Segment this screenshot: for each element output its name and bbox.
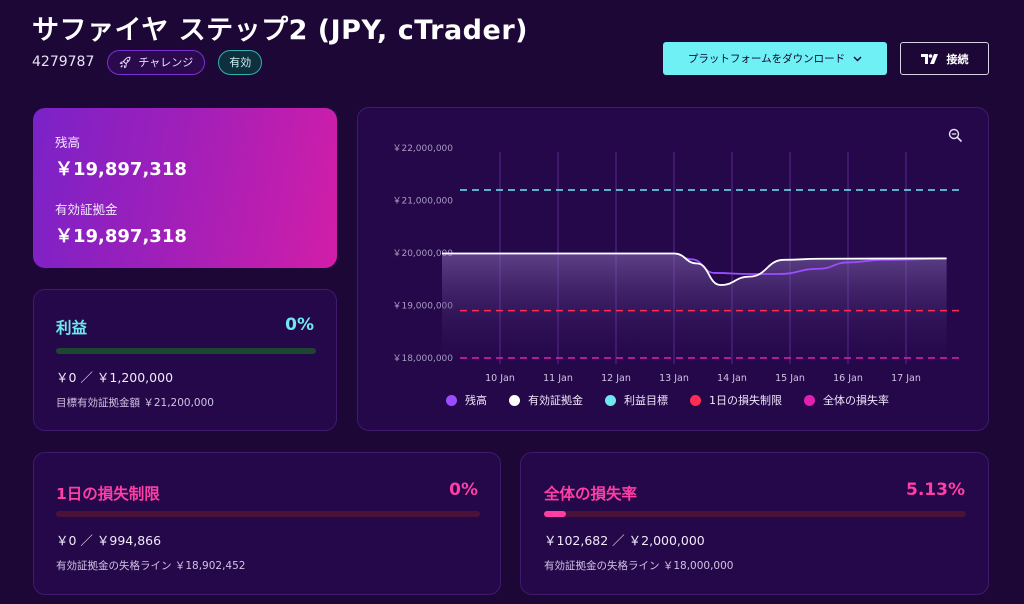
x-tick-label: 16 Jan	[833, 373, 863, 384]
equity-label: 有効証拠金	[55, 202, 118, 217]
legend-dot-icon	[509, 394, 520, 406]
y-tick-label: ￥18,000,000	[392, 354, 453, 364]
daily-loss-percent: 0%	[449, 480, 478, 500]
profit-target-text: 目標有効証拠金額 ￥21,200,000	[56, 397, 214, 409]
profit-title: 利益	[56, 319, 88, 337]
download-platform-label: プラットフォームをダウンロード	[687, 53, 846, 65]
legend-label: 有効証拠金	[528, 394, 583, 407]
status-badge: 有効	[218, 49, 263, 75]
balance-card: 残高 ￥19,897,318 有効証拠金 ￥19,897,318	[33, 108, 337, 268]
equity-area	[442, 253, 947, 358]
daily-loss-card: 1日の損失制限 0% ￥0 ／ ￥994,866 有効証拠金の失格ライン ￥18…	[33, 452, 501, 595]
connect-label: 接続	[946, 52, 969, 66]
legend-item[interactable]: 全体の損失率	[804, 392, 889, 408]
x-tick-label: 10 Jan	[485, 373, 515, 384]
tradingview-icon	[920, 53, 938, 64]
total-loss-progress-bar	[544, 511, 966, 517]
x-tick-label: 15 Jan	[775, 373, 805, 384]
legend-label: 利益目標	[624, 394, 668, 407]
chart-legend: 残高 有効証拠金 利益目標 1日の損失制限 全体の損失率	[446, 392, 889, 408]
legend-item[interactable]: 利益目標	[605, 392, 668, 408]
total-loss-progress-fill	[544, 511, 566, 517]
profit-amount: ￥0 ／ ￥1,200,000	[56, 370, 174, 385]
equity-value: ￥19,897,318	[55, 226, 187, 247]
daily-loss-progress-bar	[56, 511, 480, 517]
x-tick-label: 13 Jan	[659, 373, 689, 384]
legend-item[interactable]: 1日の損失制限	[690, 392, 782, 408]
legend-item[interactable]: 残高	[446, 392, 487, 408]
profit-card: 利益 0% ￥0 ／ ￥1,200,000 目標有効証拠金額 ￥21,200,0…	[33, 289, 337, 431]
x-tick-label: 11 Jan	[543, 373, 573, 384]
legend-dot-icon	[605, 394, 616, 406]
y-tick-label: ￥19,000,000	[392, 302, 453, 312]
legend-label: 残高	[465, 394, 487, 407]
account-row: 4279787 チャレンジ 有効	[32, 49, 263, 75]
download-platform-button[interactable]: プラットフォームをダウンロード	[663, 42, 887, 75]
y-tick-label: ￥20,000,000	[392, 249, 453, 259]
balance-label: 残高	[55, 135, 81, 150]
y-tick-label: ￥22,000,000	[392, 144, 453, 154]
daily-loss-limit-text: 有効証拠金の失格ライン ￥18,902,452	[56, 560, 246, 572]
page-title: サファイヤ ステップ2 (JPY, cTrader)	[32, 15, 528, 46]
total-loss-limit-text: 有効証拠金の失格ライン ￥18,000,000	[544, 560, 734, 572]
total-loss-title: 全体の損失率	[544, 485, 638, 503]
connect-button[interactable]: 接続	[900, 42, 989, 75]
series-line	[442, 252, 947, 286]
x-tick-label: 14 Jan	[717, 373, 747, 384]
equity-chart: ￥22,000,000 ￥21,000,000 ￥20,000,000 ￥19,000…	[392, 144, 962, 384]
y-tick-label: ￥21,000,000	[392, 197, 453, 207]
chevron-down-icon	[853, 56, 862, 61]
total-loss-amount: ￥102,682 ／ ￥2,000,000	[544, 533, 705, 548]
total-loss-percent: 5.13%	[906, 480, 965, 500]
profit-progress-bar	[56, 348, 316, 354]
balance-value: ￥19,897,318	[55, 159, 187, 180]
account-id: 4279787	[32, 54, 95, 70]
daily-loss-title: 1日の損失制限	[56, 485, 160, 503]
legend-dot-icon	[446, 394, 457, 406]
legend-dot-icon	[804, 394, 815, 406]
legend-label: 1日の損失制限	[709, 394, 782, 407]
x-tick-label: 12 Jan	[601, 373, 631, 384]
legend-item[interactable]: 有効証拠金	[509, 392, 583, 408]
profit-percent: 0%	[285, 315, 314, 335]
chart-card: ￥22,000,000 ￥21,000,000 ￥20,000,000 ￥19,000…	[357, 107, 989, 431]
challenge-badge: チャレンジ	[107, 49, 206, 75]
x-tick-label: 17 Jan	[891, 373, 921, 384]
legend-dot-icon	[690, 394, 701, 406]
total-loss-card: 全体の損失率 5.13% ￥102,682 ／ ￥2,000,000 有効証拠金…	[520, 452, 989, 595]
challenge-badge-label: チャレンジ	[138, 56, 194, 69]
zoom-out-icon[interactable]	[948, 128, 962, 142]
legend-label: 全体の損失率	[823, 394, 889, 407]
daily-loss-amount: ￥0 ／ ￥994,866	[56, 533, 162, 548]
rocket-icon	[120, 56, 131, 68]
